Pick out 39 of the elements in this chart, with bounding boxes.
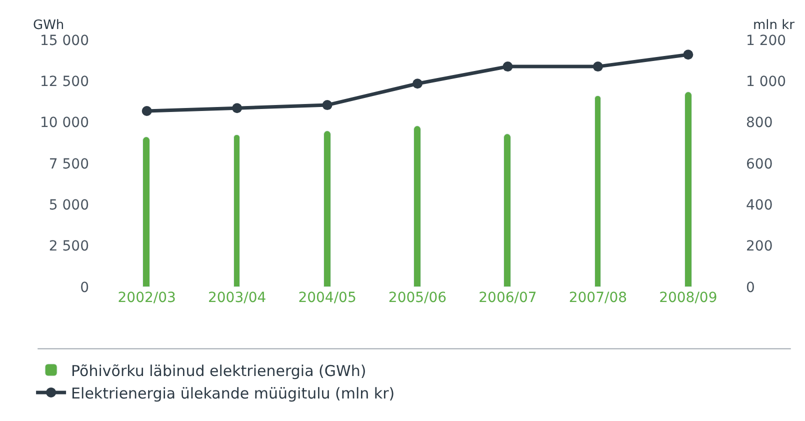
y-tick-label: 2 500 — [48, 238, 89, 255]
point — [502, 62, 513, 72]
point — [232, 103, 242, 114]
point — [322, 100, 332, 110]
legend-label: Elektrienergia ülekande müügitulu (mln kr) — [71, 384, 395, 402]
x-tick-label: 2003/04 — [208, 290, 266, 306]
y2-tick-label: 200 — [746, 238, 773, 255]
bar — [414, 126, 421, 287]
y2-tick-label: 0 — [746, 280, 755, 296]
bar — [594, 96, 602, 287]
y2-tick-label: 400 — [746, 198, 773, 214]
y-tick-label: 10 000 — [40, 115, 89, 132]
y-tick-label: 5 000 — [48, 198, 89, 214]
bar — [504, 134, 511, 287]
point — [592, 62, 603, 72]
point — [142, 106, 152, 116]
y2-axis-title: mln kr — [753, 18, 796, 33]
point — [412, 78, 422, 89]
x-tick-label: 2004/05 — [298, 290, 356, 306]
y-tick-label: 15 000 — [40, 32, 89, 49]
y-axis-title: GWh — [33, 18, 64, 33]
y-tick-label: 12 500 — [40, 74, 89, 90]
y2-tick-label: 1 200 — [746, 32, 786, 49]
point — [683, 50, 694, 60]
x-tick-label: 2002/03 — [118, 290, 176, 306]
bar — [324, 130, 331, 287]
y-tick-label: 7 500 — [48, 156, 89, 172]
x-tick-label: 2006/07 — [478, 290, 537, 306]
y2-tick-label: 800 — [746, 115, 773, 132]
x-tick-label: 2008/09 — [659, 290, 718, 306]
x-tick-label: 2005/06 — [388, 290, 447, 306]
bar — [142, 136, 150, 287]
x-tick-label: 2007/08 — [568, 290, 628, 306]
legend-label: Põhivõrku läbinud elektrienergia (GWh) — [71, 362, 366, 380]
y2-tick-label: 1 000 — [746, 74, 786, 90]
y2-tick-label: 600 — [746, 156, 773, 172]
y-tick-label: 0 — [80, 280, 89, 296]
bar — [233, 134, 240, 287]
bar — [684, 92, 692, 287]
